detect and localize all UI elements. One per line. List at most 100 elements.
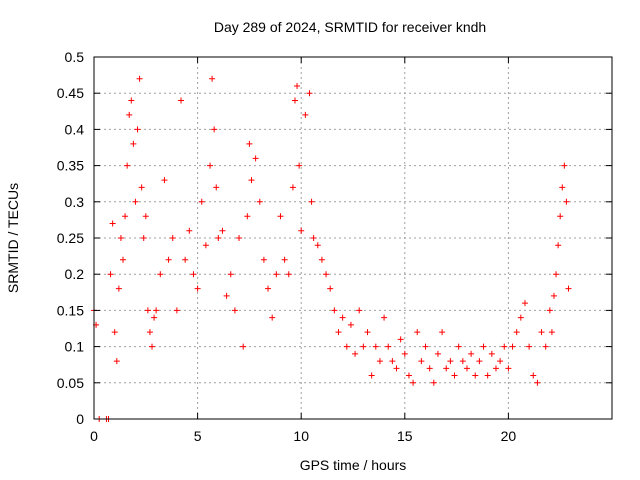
data-point [194, 285, 201, 292]
data-point [430, 379, 437, 386]
data-point [294, 82, 301, 89]
data-point [298, 227, 305, 234]
data-point [418, 358, 425, 365]
data-point [434, 350, 441, 357]
data-point [381, 314, 388, 321]
y-tick-label: 0.3 [65, 194, 85, 210]
data-point [335, 329, 342, 336]
data-point [273, 271, 280, 278]
data-point [306, 90, 313, 97]
data-point [157, 271, 164, 278]
data-point [455, 343, 462, 350]
data-point [555, 242, 562, 249]
x-tick-label: 15 [397, 428, 413, 444]
data-point [376, 358, 383, 365]
data-point [310, 235, 317, 241]
data-point [534, 379, 541, 386]
data-point [459, 358, 466, 365]
data-point [385, 343, 392, 350]
data-point [182, 256, 189, 263]
data-point [509, 343, 516, 350]
y-tick-label: 0.2 [65, 266, 85, 282]
data-point [202, 242, 209, 249]
data-point [513, 329, 520, 336]
axis-ticks: 0 0.05 0.1 0.15 0.2 0.25 0.3 0.35 0.4 0.45 0.5 0 5 10… [57, 49, 612, 444]
y-tick-label: 0.25 [57, 230, 84, 246]
y-tick-label: 0.5 [65, 49, 85, 65]
data-point [198, 198, 205, 205]
data-point [130, 140, 137, 147]
data-point [124, 162, 131, 169]
y-tick-label: 0.15 [57, 302, 84, 318]
data-point [209, 75, 216, 82]
plot-frame [93, 56, 613, 420]
y-tick-label: 0 [76, 411, 84, 427]
data-point [190, 271, 197, 278]
data-point [550, 292, 557, 299]
data-point [530, 372, 537, 379]
data-point [260, 256, 267, 263]
y-tick-label: 0.45 [57, 85, 84, 101]
y-tick-label: 0.4 [65, 121, 85, 137]
data-point [265, 285, 272, 292]
data-point [323, 271, 330, 278]
y-axis-label: SRMTID / TECUs [5, 183, 21, 293]
data-point [347, 321, 354, 328]
data-point [476, 358, 483, 365]
data-point [140, 235, 147, 241]
data-point [120, 256, 127, 263]
data-point [277, 213, 284, 220]
data-point [302, 111, 309, 118]
data-point [565, 285, 572, 292]
data-point [109, 220, 116, 227]
data-point [165, 256, 172, 263]
data-point [368, 372, 375, 379]
data-point [542, 343, 549, 350]
data-point [215, 235, 222, 241]
x-tick-label: 0 [90, 428, 98, 444]
data-point [144, 307, 151, 314]
data-point [356, 307, 363, 314]
data-point [142, 213, 149, 220]
data-point [178, 97, 185, 104]
y-tick-label: 0.35 [57, 158, 84, 174]
data-point [252, 155, 259, 162]
data-point [236, 235, 243, 241]
chart-title: Day 289 of 2024, SRMTID for receiver knd… [214, 19, 486, 35]
data-point [231, 307, 238, 314]
data-point [136, 75, 143, 82]
data-point [240, 343, 247, 350]
data-point [256, 198, 263, 205]
data-point [343, 343, 350, 350]
data-point [115, 285, 122, 292]
data-point [401, 350, 408, 357]
data-point [447, 358, 454, 365]
data-point [561, 162, 568, 169]
data-point [138, 184, 145, 191]
data-point [426, 365, 433, 372]
x-tick-label: 20 [501, 428, 517, 444]
data-point [468, 350, 475, 357]
data-point [219, 227, 226, 234]
data-point [410, 379, 417, 386]
data-point [107, 271, 114, 278]
data-point [149, 343, 156, 350]
data-point [244, 213, 251, 220]
data-point [505, 365, 512, 372]
data-point [360, 343, 367, 350]
data-point [559, 184, 566, 191]
data-point [146, 329, 153, 336]
data-point [227, 271, 234, 278]
data-point [372, 343, 379, 350]
data-point [484, 372, 491, 379]
data-point [405, 372, 412, 379]
data-point [472, 372, 479, 379]
data-point [186, 227, 193, 234]
data-point [548, 329, 555, 336]
data-point [414, 329, 421, 336]
data-point [128, 97, 135, 104]
data-point [538, 329, 545, 336]
data-point [248, 177, 255, 184]
data-point [546, 307, 553, 314]
data-point [439, 329, 446, 336]
